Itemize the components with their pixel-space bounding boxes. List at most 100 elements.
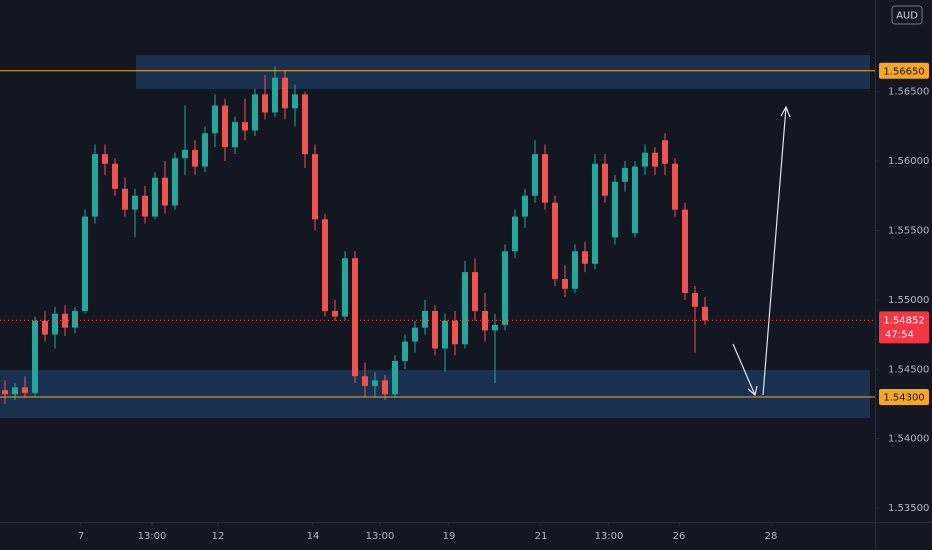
candle-body [332, 310, 338, 317]
candle-body [212, 105, 218, 134]
candle-body [402, 341, 408, 361]
candle-body [162, 177, 168, 206]
arrow-down [732, 343, 756, 396]
x-tick-label: 13:00 [366, 531, 395, 542]
arrow-head [780, 105, 791, 118]
candle-body [702, 306, 708, 321]
candle-body [592, 163, 598, 264]
candle-body [432, 310, 438, 349]
arrow-head [747, 385, 758, 397]
candle-body [262, 94, 268, 113]
candle-body [82, 216, 88, 311]
resistance-zone [136, 55, 870, 89]
candle-body [112, 163, 118, 189]
countdown: 47:54 [885, 329, 914, 340]
candle-body [312, 154, 318, 220]
x-tick-label: 19 [443, 531, 456, 542]
candle-body [542, 154, 548, 203]
candle-body [342, 258, 348, 317]
candle-body [52, 313, 58, 335]
x-tick-label: 7 [78, 531, 84, 542]
level-label-box [879, 389, 929, 406]
x-tick-label: 26 [673, 531, 686, 542]
y-tick-label: 1.56000 [888, 156, 929, 167]
level-label: 1.54300 [883, 393, 924, 404]
overlay: 1.56650 1.54300 1.54852 47:54 [0, 62, 929, 406]
candle-body [492, 324, 498, 331]
candle-body [182, 149, 188, 159]
candle-body [512, 216, 518, 252]
candle-body [172, 158, 178, 206]
candle-body [632, 166, 638, 234]
candle-body [122, 188, 128, 210]
arrow-up [762, 106, 787, 396]
candle-body [22, 387, 28, 393]
x-tick-label: 21 [535, 531, 548, 542]
candle-body [422, 310, 428, 328]
candle-body [642, 152, 648, 167]
candle-body [682, 209, 688, 293]
candle-body [232, 122, 238, 148]
x-tick-label: 13:00 [595, 531, 624, 542]
candle-body [572, 251, 578, 289]
candle-body [622, 167, 628, 182]
y-tick-label: 1.54000 [888, 434, 929, 445]
currency: AUD [896, 11, 918, 22]
candle-body [582, 251, 588, 264]
y-tick-label: 1.55000 [888, 295, 929, 306]
last-price-box [879, 311, 929, 344]
candle-body [462, 272, 468, 345]
candle-body [272, 77, 278, 113]
candle-body [142, 195, 148, 217]
candle-body [612, 181, 618, 238]
candle-body [242, 122, 248, 131]
candle-body [602, 163, 608, 196]
y-tick-label: 1.53500 [888, 503, 929, 514]
candle-body [132, 195, 138, 210]
candle-body [362, 376, 368, 386]
candle-body [322, 219, 328, 311]
currency-badge[interactable] [891, 5, 923, 25]
candle-body [252, 94, 258, 131]
level-label: 1.56650 [883, 66, 924, 77]
x-tick-label: 28 [765, 531, 778, 542]
candle-body [452, 320, 458, 345]
candle-body [552, 202, 558, 280]
last-price-label: 1.54852 [883, 315, 924, 326]
candle-body [522, 195, 528, 217]
candle-body [152, 177, 158, 217]
candle-body [352, 258, 358, 377]
candle-body [662, 140, 668, 164]
candle-body [442, 320, 448, 349]
candle-body [42, 320, 48, 335]
arrows [732, 105, 791, 397]
support-zone [0, 370, 870, 418]
y-tick-label: 1.55500 [888, 225, 929, 236]
x-tick-label: 12 [212, 531, 225, 542]
candle-body [292, 94, 298, 109]
candle-body [692, 292, 698, 307]
candle-body [672, 163, 678, 210]
candle-body [302, 94, 308, 155]
candle-body [92, 154, 98, 217]
candle-body [222, 105, 228, 148]
y-tick-label: 1.54500 [888, 364, 929, 375]
candle-body [72, 310, 78, 328]
level-label-box [879, 62, 929, 79]
candle-body [102, 154, 108, 164]
candle-body [472, 272, 478, 311]
candle-body [382, 380, 388, 395]
y-tick-label: 1.56500 [888, 87, 929, 98]
candle-body [192, 149, 198, 167]
candle-body [372, 380, 378, 386]
candle-body [532, 154, 538, 196]
candle-body [412, 327, 418, 342]
x-tick-label: 13:00 [138, 531, 167, 542]
candle-body [282, 77, 288, 109]
candle-body [202, 133, 208, 167]
candle-body [392, 360, 398, 395]
candle-body [652, 152, 658, 167]
x-tick-label: 14 [307, 531, 320, 542]
candle-body [12, 387, 18, 395]
